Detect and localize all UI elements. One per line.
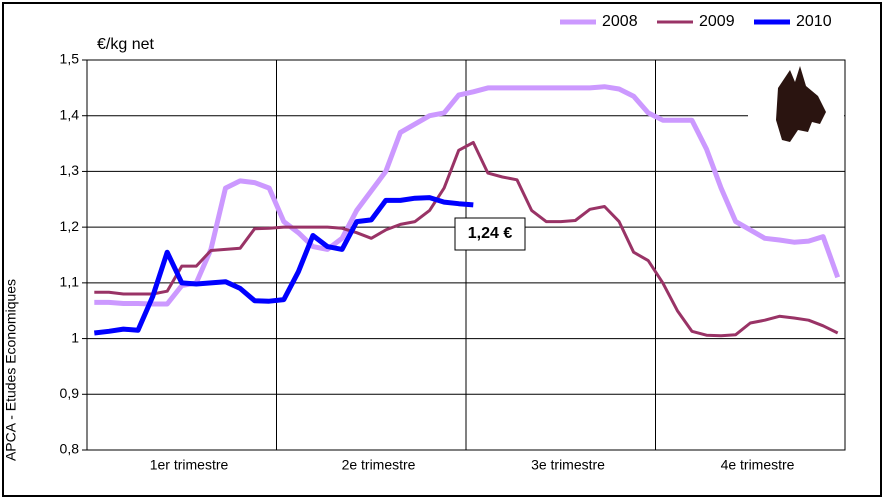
y-tick-label: 0,8 xyxy=(60,441,80,457)
legend-label: 2010 xyxy=(796,13,832,30)
legend-label: 2009 xyxy=(699,13,735,30)
annotation: 1,24 € xyxy=(468,225,513,242)
y-tick-label: 1 xyxy=(71,329,79,345)
series-line xyxy=(94,84,841,307)
series-line xyxy=(94,195,474,336)
x-tick-label: 4e trimestre xyxy=(721,457,795,473)
series-line xyxy=(94,141,839,338)
x-tick-label: 3e trimestre xyxy=(531,457,605,473)
x-tick-label: 2e trimestre xyxy=(342,457,416,473)
y-tick-label: 1,4 xyxy=(60,106,80,122)
legend-label: 2008 xyxy=(602,13,638,30)
x-tick-label: 1er trimestre xyxy=(150,457,229,473)
unit-label: €/kg net xyxy=(97,36,154,53)
y-tick-label: 1,3 xyxy=(60,162,80,178)
y-tick-label: 1,1 xyxy=(60,274,80,290)
y-tick-label: 0,9 xyxy=(60,385,80,401)
y-tick-label: 1,5 xyxy=(60,51,80,67)
pig-icon xyxy=(776,66,826,142)
y-tick-label: 1,2 xyxy=(60,218,80,234)
side-label: APCA - Etudes Economiques xyxy=(3,279,19,461)
annotation-box xyxy=(454,217,526,251)
